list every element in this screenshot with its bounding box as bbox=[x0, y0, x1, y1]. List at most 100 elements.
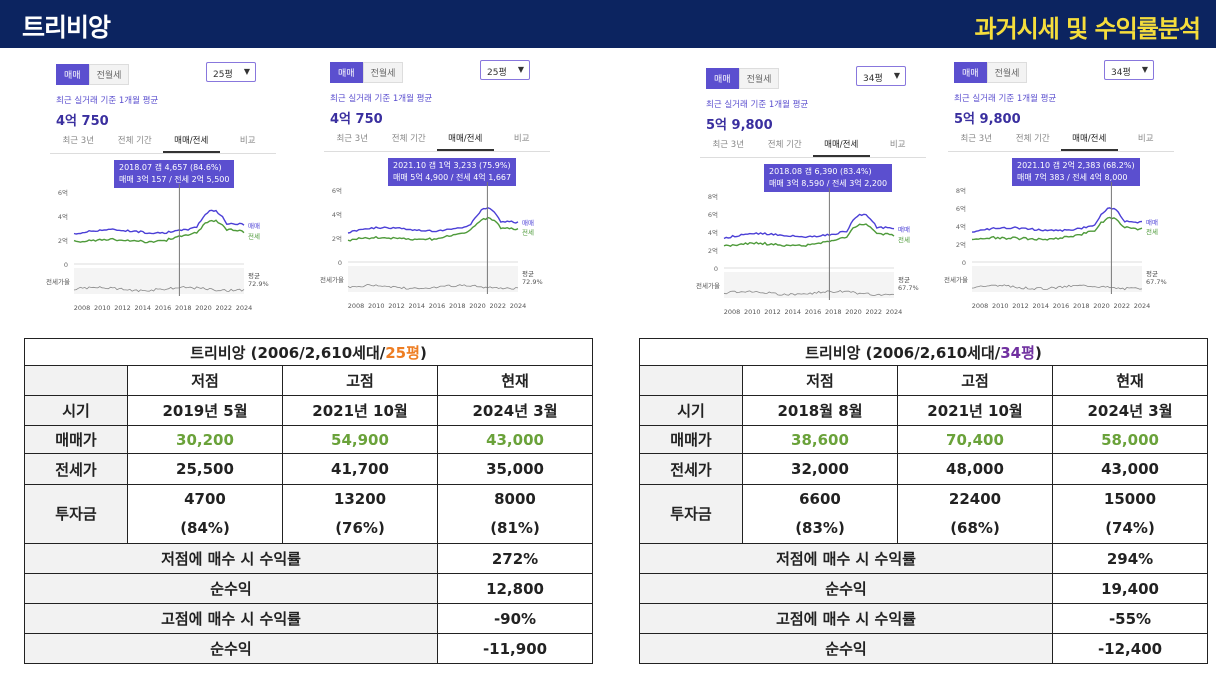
period-tabs: 최근 3년 전체 기간 매매/전세 비교 bbox=[324, 132, 550, 152]
chart-tab[interactable]: 전체 기간 bbox=[767, 140, 802, 150]
chart-tab[interactable]: 최근 3년 bbox=[336, 134, 369, 144]
sale-price-line bbox=[73, 209, 245, 235]
sale-mode-button[interactable]: 매매 bbox=[954, 62, 987, 83]
jeonse-ratio-line bbox=[971, 284, 1143, 291]
x-tick-label: 2014 bbox=[134, 304, 151, 312]
y-tick-label: 6억 bbox=[332, 187, 342, 195]
sale-low: 38,600 bbox=[742, 425, 898, 454]
rent-now: 35,000 bbox=[436, 453, 594, 485]
sale-high: 70,400 bbox=[897, 425, 1053, 454]
col-header-high: 고점 bbox=[282, 365, 438, 396]
avg-value: 67.7% bbox=[898, 284, 919, 292]
sale-mode-button[interactable]: 매매 bbox=[330, 62, 363, 83]
x-tick-label: 2020 bbox=[195, 304, 212, 312]
period-tabs: 최근 3년 전체 기간 매매/전세 비교 bbox=[50, 134, 276, 154]
jeonse-ratio-label: 전세가율 bbox=[46, 277, 70, 286]
corner-cell bbox=[639, 365, 743, 396]
rent-low: 25,500 bbox=[127, 453, 283, 485]
trade-mode-toggle[interactable]: 매매 전월세 bbox=[56, 64, 130, 85]
y-tick-label: 0 bbox=[714, 265, 718, 273]
rent-mode-button[interactable]: 전월세 bbox=[88, 64, 130, 85]
x-tick-label: 2012 bbox=[1012, 302, 1029, 310]
chart-tab[interactable]: 매매/전세 bbox=[437, 132, 494, 151]
net-loss-label: 순수익 bbox=[24, 633, 438, 664]
size-select-value: 34평 bbox=[863, 74, 883, 84]
period-high: 2021년 10월 bbox=[282, 395, 438, 426]
rent-price-line bbox=[347, 216, 519, 242]
trade-mode-toggle[interactable]: 매매 전월세 bbox=[706, 68, 780, 89]
legend-sale: 매매 bbox=[248, 222, 260, 230]
y-tick-label: 0 bbox=[338, 259, 342, 267]
chart-tab[interactable]: 매매/전세 bbox=[1061, 132, 1118, 151]
x-tick-label: 2008 bbox=[972, 302, 989, 310]
avg-price-caption: 최근 실거래 기준 1개월 평균 bbox=[56, 96, 159, 106]
row-label-invest: 투자금 bbox=[639, 484, 743, 544]
invest-high: 22400 (68%) bbox=[897, 484, 1053, 544]
x-tick-label: 2018 bbox=[175, 304, 192, 312]
x-tick-label: 2024 bbox=[1134, 302, 1151, 310]
sale-mode-button[interactable]: 매매 bbox=[56, 64, 89, 85]
x-tick-label: 2012 bbox=[764, 308, 781, 316]
size-select[interactable]: 34평 ▼ bbox=[856, 66, 906, 86]
price-chart-card: 매매 전월세 34평 ▼ 최근 실거래 기준 1개월 평균 5억 9,800 최근 3년 전체… bbox=[942, 56, 1182, 324]
avg-value: 72.9% bbox=[248, 280, 269, 288]
x-tick-label: 2024 bbox=[236, 304, 253, 312]
sale-now: 43,000 bbox=[436, 425, 594, 454]
legend-rent: 전세 bbox=[1146, 227, 1158, 236]
row-label-rent: 전세가 bbox=[639, 453, 743, 485]
dropdown-arrow-icon: ▼ bbox=[893, 71, 900, 80]
chart-tab[interactable]: 비교 bbox=[239, 136, 256, 146]
chart-tab[interactable]: 매매/전세 bbox=[813, 138, 870, 157]
rent-mode-button[interactable]: 전월세 bbox=[362, 62, 404, 83]
chart-tab[interactable]: 전체 기간 bbox=[1015, 134, 1050, 144]
rent-high: 41,700 bbox=[282, 453, 438, 485]
jeonse-ratio-label: 전세가율 bbox=[320, 275, 344, 284]
avg-price-value: 4억 750 bbox=[56, 114, 109, 129]
avg-label: 평균 bbox=[522, 269, 534, 278]
net-profit-label: 순수익 bbox=[639, 573, 1053, 604]
sale-mode-button[interactable]: 매매 bbox=[706, 68, 739, 89]
size-select[interactable]: 25평 ▼ bbox=[206, 62, 256, 82]
chart-tab[interactable]: 최근 3년 bbox=[960, 134, 993, 144]
invest-now: 8000 (81%) bbox=[436, 484, 594, 544]
trade-mode-toggle[interactable]: 매매 전월세 bbox=[954, 62, 1028, 83]
chart-tab[interactable]: 매매/전세 bbox=[163, 134, 220, 153]
x-tick-label: 2022 bbox=[215, 304, 232, 312]
x-tick-label: 2010 bbox=[368, 302, 385, 310]
y-tick-label: 2억 bbox=[708, 247, 718, 255]
stats-table-34: 트리비앙 (2006/2,610세대/34평) 저점 고점 현재 시기 2018… bbox=[638, 338, 1209, 664]
chart-tab[interactable]: 비교 bbox=[1137, 134, 1154, 144]
x-tick-label: 2010 bbox=[744, 308, 761, 316]
size-select[interactable]: 34평 ▼ bbox=[1104, 60, 1154, 80]
legend-sale: 매매 bbox=[522, 219, 534, 227]
sale-price-line bbox=[723, 213, 895, 240]
rent-mode-button[interactable]: 전월세 bbox=[986, 62, 1028, 83]
chart-tab[interactable]: 비교 bbox=[889, 140, 906, 150]
y-tick-label: 2억 bbox=[956, 241, 966, 249]
col-header-now: 현재 bbox=[1051, 365, 1209, 396]
chart-tab[interactable]: 비교 bbox=[513, 134, 530, 144]
chart-tab[interactable]: 최근 3년 bbox=[62, 136, 95, 146]
chart-tab[interactable]: 전체 기간 bbox=[391, 134, 426, 144]
x-tick-label: 2020 bbox=[845, 308, 862, 316]
x-tick-label: 2020 bbox=[469, 302, 486, 310]
chart-tab[interactable]: 최근 3년 bbox=[712, 140, 745, 150]
invest-high: 13200 (76%) bbox=[282, 484, 438, 544]
x-tick-label: 2016 bbox=[155, 304, 172, 312]
trade-mode-toggle[interactable]: 매매 전월세 bbox=[330, 62, 404, 83]
col-header-low: 저점 bbox=[742, 365, 898, 396]
sale-price-line bbox=[971, 207, 1143, 233]
rent-price-line bbox=[971, 216, 1143, 241]
chart-tooltip: 2018.08 갭 6,390 (83.4%) 매매 3억 8,590 / 전세 … bbox=[764, 164, 893, 192]
y-tick-label: 4억 bbox=[58, 213, 68, 221]
low-buy-return-label: 저점에 매수 시 수익률 bbox=[24, 543, 438, 574]
gap-band bbox=[74, 268, 244, 294]
size-select[interactable]: 25평 ▼ bbox=[480, 60, 530, 80]
chart-tab[interactable]: 전체 기간 bbox=[117, 136, 152, 146]
sale-low: 30,200 bbox=[127, 425, 283, 454]
rent-mode-button[interactable]: 전월세 bbox=[738, 68, 780, 89]
x-tick-label: 2022 bbox=[865, 308, 882, 316]
